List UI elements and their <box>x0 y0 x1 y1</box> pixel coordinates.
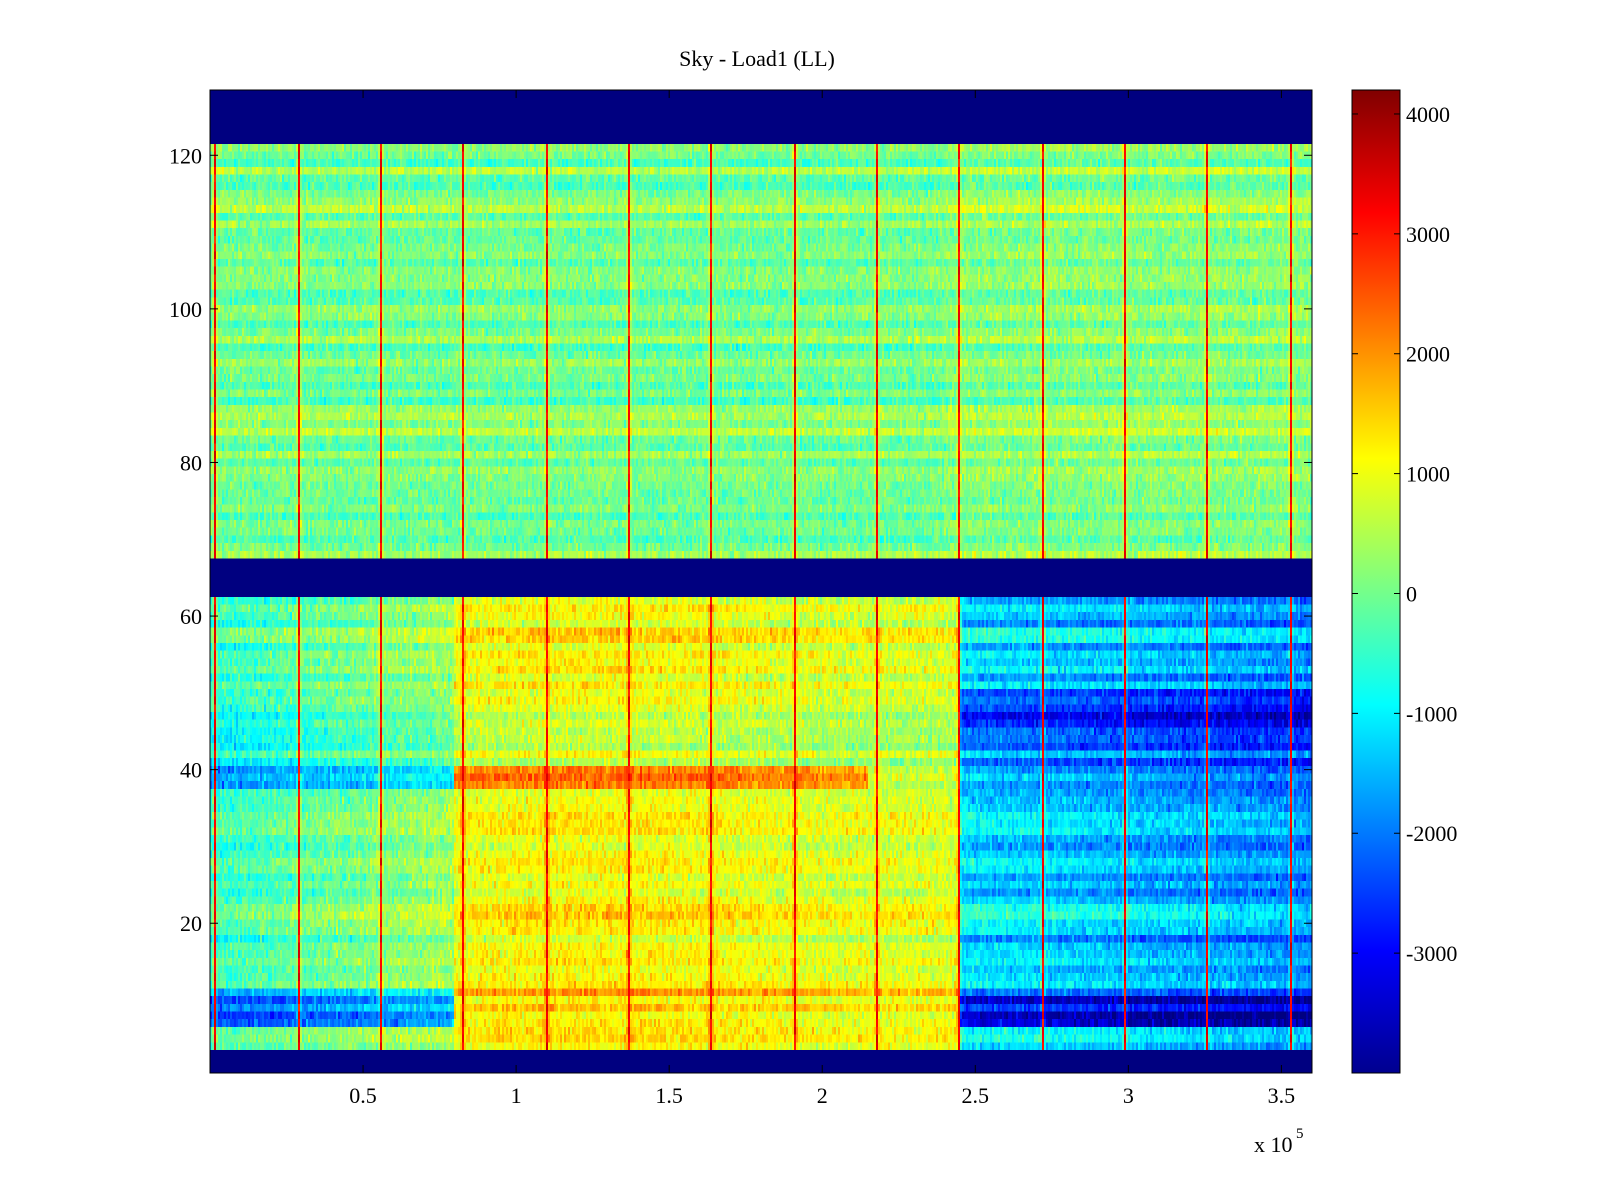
colorbar: 4000 3000 2000 1000 0 -1000 -2000 -3000 <box>1351 89 1457 1074</box>
colorbar-frame <box>1351 89 1401 1074</box>
x-multiplier-exponent: 5 <box>1296 1126 1304 1142</box>
colorbar-ticks: 4000 3000 2000 1000 0 -1000 -2000 -3000 <box>1352 102 1457 966</box>
colorbar-gradient <box>1352 90 1400 1073</box>
x-tick-label: 1 <box>511 1083 522 1108</box>
colorbar-tick-label: -1000 <box>1406 701 1457 726</box>
x-axis: 0.5 1 1.5 2 2.5 3 3.5 <box>349 90 1295 1108</box>
colorbar-tick-label: 0 <box>1406 581 1417 606</box>
plot-frame <box>209 89 1313 1074</box>
x-tick-label: 0.5 <box>349 1083 377 1108</box>
x-multiplier-label: x 10 <box>1254 1132 1293 1157</box>
x-tick-label: 2 <box>817 1083 828 1108</box>
x-tick-label: 3.5 <box>1268 1083 1296 1108</box>
y-tick-label: 100 <box>169 297 202 322</box>
heatmap-cells <box>210 90 1312 1073</box>
y-tick-label: 40 <box>180 758 202 783</box>
colorbar-tick-label: -2000 <box>1406 821 1457 846</box>
colorbar-tick-label: 4000 <box>1406 102 1450 127</box>
plot-area <box>209 89 1313 1074</box>
colorbar-tick-label: -3000 <box>1406 941 1457 966</box>
colorbar-tick-label: 3000 <box>1406 222 1450 247</box>
x-tick-label: 3 <box>1123 1083 1134 1108</box>
y-axis: 20 40 60 80 100 120 <box>169 143 1312 936</box>
colorbar-tick-label: 1000 <box>1406 462 1450 487</box>
x-tick-label: 1.5 <box>655 1083 683 1108</box>
x-tick-label: 2.5 <box>962 1083 990 1108</box>
y-tick-label: 20 <box>180 911 202 936</box>
x-axis-multiplier: x 10 5 <box>1254 1126 1304 1157</box>
y-tick-label: 60 <box>180 604 202 629</box>
chart-title: Sky - Load1 (LL) <box>679 46 835 71</box>
colorbar-tick-label: 2000 <box>1406 342 1450 367</box>
y-tick-label: 120 <box>169 143 202 168</box>
y-tick-label: 80 <box>180 450 202 475</box>
